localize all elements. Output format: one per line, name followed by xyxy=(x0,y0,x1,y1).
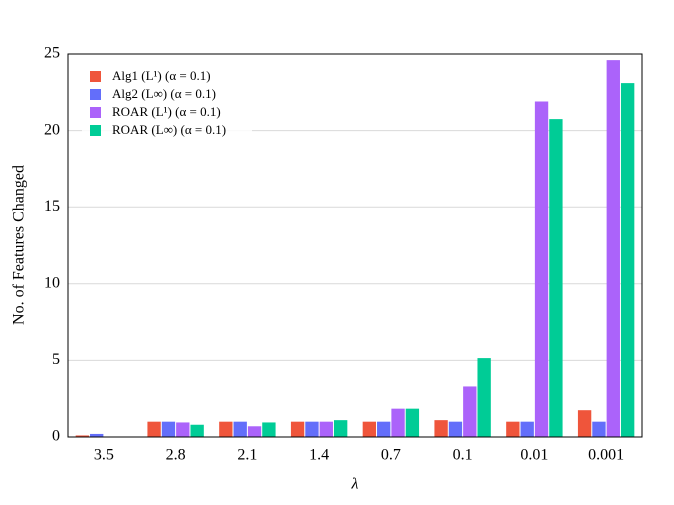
bar xyxy=(75,435,90,437)
bar xyxy=(534,101,549,437)
bar xyxy=(549,119,563,438)
legend-label: ROAR (L∞) (α = 0.1) xyxy=(112,122,226,137)
bar xyxy=(176,422,190,437)
bar xyxy=(333,420,348,437)
bar xyxy=(520,421,534,437)
bar xyxy=(219,421,233,437)
x-tick-label: 2.1 xyxy=(237,447,257,464)
legend-label: Alg1 (L¹) (α = 0.1) xyxy=(112,68,211,83)
bar xyxy=(90,433,104,437)
x-tick-label: 0.7 xyxy=(381,447,401,464)
y-tick-label: 5 xyxy=(52,351,60,368)
bar xyxy=(190,424,204,437)
legend-label: ROAR (L¹) (α = 0.1) xyxy=(112,104,221,119)
bar xyxy=(592,421,606,437)
x-tick-label: 0.001 xyxy=(588,447,624,464)
y-axis-label: No. of Features Changed xyxy=(11,165,28,325)
bar xyxy=(290,421,305,437)
bar xyxy=(391,408,405,437)
legend-swatch xyxy=(90,71,101,82)
bar xyxy=(319,421,333,437)
x-axis-label: λ xyxy=(351,476,359,493)
y-tick-label: 15 xyxy=(44,198,60,215)
bar xyxy=(305,421,319,437)
bar xyxy=(448,421,463,437)
legend-swatch xyxy=(90,125,101,136)
bar xyxy=(463,386,477,437)
bar xyxy=(161,421,176,437)
bar xyxy=(362,421,377,437)
bar xyxy=(377,421,391,437)
bar xyxy=(477,358,491,437)
legend-box xyxy=(82,64,252,150)
y-tick-label: 20 xyxy=(44,121,60,138)
bar xyxy=(434,420,448,437)
x-tick-label: 3.5 xyxy=(94,447,114,464)
bar xyxy=(606,60,620,438)
bar xyxy=(147,421,161,437)
plot-frame xyxy=(67,53,643,438)
bar xyxy=(233,421,247,437)
y-tick-label: 10 xyxy=(44,274,60,291)
legend-swatch xyxy=(90,107,101,118)
y-tick-label: 0 xyxy=(52,428,60,445)
x-tick-label: 1.4 xyxy=(309,447,329,464)
x-tick-label: 0.1 xyxy=(453,447,473,464)
legend-swatch xyxy=(90,89,101,100)
legend-label: Alg2 (L∞) (α = 0.1) xyxy=(112,86,216,101)
bar xyxy=(405,408,420,437)
bar xyxy=(262,422,276,437)
bar xyxy=(620,83,635,437)
bar xyxy=(506,421,520,437)
bar xyxy=(577,410,592,437)
y-tick-label: 25 xyxy=(44,45,60,62)
bar xyxy=(247,426,262,437)
x-tick-label: 0.01 xyxy=(520,447,548,464)
x-tick-label: 2.8 xyxy=(166,447,186,464)
